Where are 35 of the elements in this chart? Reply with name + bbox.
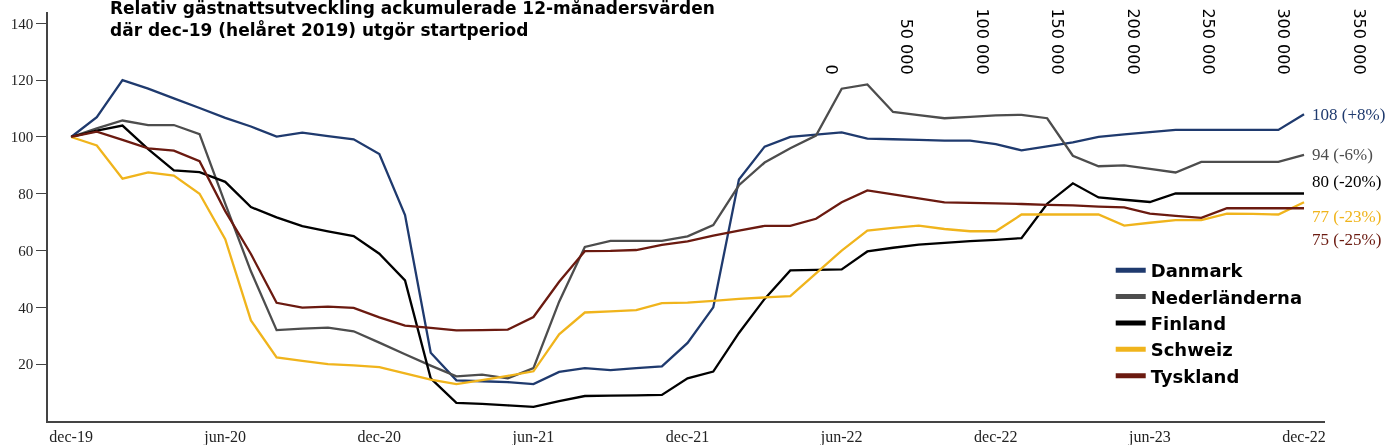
x-tick-label: dec-20: [357, 427, 402, 445]
legend-label: Finland: [1150, 312, 1227, 334]
x-tick-label: dec-22: [974, 427, 1018, 445]
y-tick-label: 40: [18, 299, 34, 316]
x2-tick-label: 200 000: [1123, 8, 1143, 75]
annotation: 77 (-23%): [1312, 207, 1382, 226]
legend-label: Tyskland: [1150, 365, 1240, 387]
y-tick-label: 100: [10, 129, 34, 146]
annotation: 94 (-6%): [1312, 145, 1373, 164]
annotation: 80 (-20%): [1312, 172, 1382, 191]
y-tick-label: 60: [18, 242, 34, 259]
x-tick-label: dec-22: [1282, 427, 1326, 445]
legend-label: Schweiz: [1150, 339, 1233, 361]
x2-tick-label: 300 000: [1274, 8, 1294, 75]
x2-tick-label: 150 000: [1048, 8, 1068, 75]
x-tick-label: jun-21: [511, 427, 555, 445]
line-series: [69, 130, 1306, 332]
x-tick-label: jun-23: [1128, 427, 1171, 445]
x-tick-label: dec-19: [49, 427, 93, 445]
legend-label: Danmark: [1150, 260, 1244, 282]
x2-tick-label: 0: [821, 64, 841, 75]
x2-tick-label: 100 000: [972, 8, 992, 75]
x-tick-label: jun-20: [203, 427, 247, 445]
x-tick-label: jun-22: [819, 427, 863, 445]
annotation: 75 (-25%): [1312, 230, 1382, 249]
y-tick-label: 20: [18, 356, 34, 373]
x2-tick-label: 350 000: [1349, 8, 1369, 75]
annotation: 108 (+8%): [1312, 105, 1386, 124]
legend-label: Nederländerna: [1150, 286, 1303, 308]
x2-tick-label: 250 000: [1198, 8, 1218, 75]
y-tick-label: 120: [10, 72, 34, 89]
y-tick-label: 80: [18, 186, 34, 203]
x-tick-label: dec-21: [665, 427, 710, 445]
x2-tick-label: 50 000: [897, 18, 917, 75]
y-tick-label: 140: [10, 15, 34, 32]
